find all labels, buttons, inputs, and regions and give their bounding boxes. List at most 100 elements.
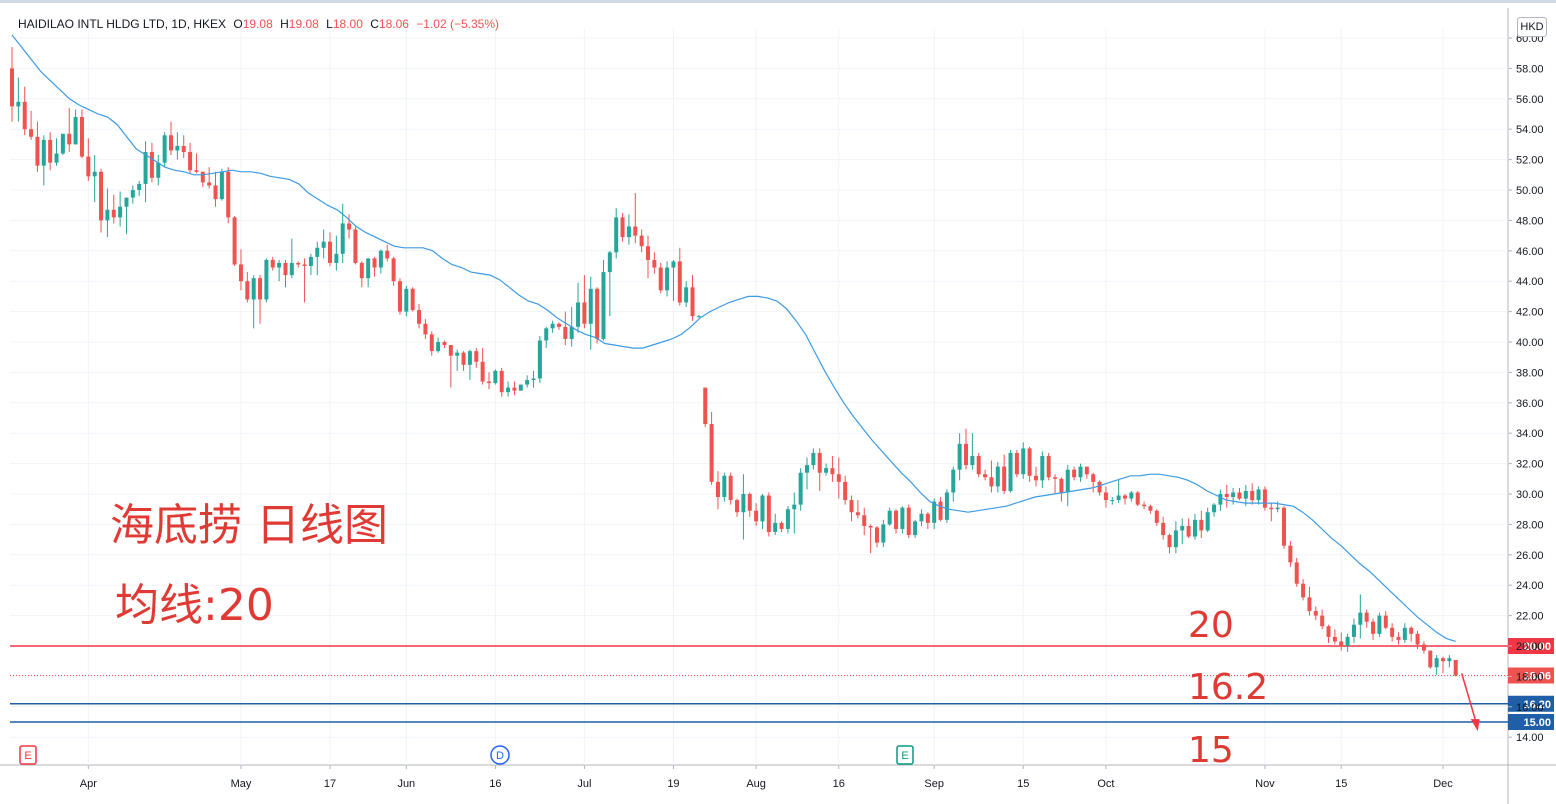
candle bbox=[1313, 606, 1318, 621]
candle-body bbox=[868, 525, 873, 528]
symbol-legend: HAIDILAO INTL HLDG LTD, 1D, HKEX O19.08 … bbox=[18, 17, 499, 31]
candle-body bbox=[73, 117, 78, 145]
candle bbox=[741, 474, 746, 540]
candle bbox=[976, 452, 981, 478]
y-tick-label: 42.00 bbox=[1516, 307, 1544, 319]
candle-body bbox=[1218, 494, 1223, 505]
candle-body bbox=[1288, 545, 1293, 563]
candle-body bbox=[1129, 492, 1134, 499]
candle bbox=[531, 370, 536, 388]
candle bbox=[1135, 490, 1140, 507]
candle bbox=[550, 320, 555, 333]
candle bbox=[137, 180, 142, 197]
candle bbox=[894, 509, 899, 534]
x-tick-label: 16 bbox=[489, 778, 501, 790]
candle bbox=[938, 497, 943, 522]
candle bbox=[588, 276, 593, 350]
candle bbox=[1345, 633, 1350, 653]
candle-body bbox=[938, 501, 943, 520]
candle-body bbox=[989, 477, 994, 487]
candle bbox=[614, 208, 619, 259]
candle bbox=[1364, 609, 1369, 628]
event-marker-earnings[interactable]: E bbox=[896, 745, 914, 765]
candle bbox=[1014, 449, 1019, 478]
candle bbox=[448, 345, 453, 388]
candle bbox=[308, 253, 313, 276]
close-label: C bbox=[370, 17, 379, 31]
candle bbox=[646, 235, 650, 279]
candle bbox=[760, 494, 765, 529]
candle bbox=[1224, 484, 1229, 508]
candle-body bbox=[1371, 621, 1376, 634]
candle-body bbox=[1135, 492, 1140, 505]
candles bbox=[10, 47, 1458, 677]
candle bbox=[785, 506, 790, 534]
event-marker-dividend[interactable]: D bbox=[490, 745, 510, 765]
candle bbox=[1307, 586, 1312, 616]
candle-body bbox=[944, 492, 949, 520]
candle bbox=[1326, 624, 1331, 643]
candle-body bbox=[1332, 636, 1337, 642]
annotation-level-20: 20 bbox=[1188, 605, 1234, 646]
candle bbox=[1148, 504, 1153, 514]
candle bbox=[67, 107, 72, 152]
candle bbox=[207, 167, 212, 189]
candle-body bbox=[1358, 612, 1363, 625]
event-marker-earnings[interactable]: E bbox=[19, 745, 37, 765]
candle bbox=[404, 285, 409, 317]
candle-body bbox=[957, 443, 962, 470]
candle-body bbox=[1186, 525, 1191, 537]
candle bbox=[728, 472, 733, 505]
horizontal-lines[interactable]: 20.00 18.06 16.20 15.00 bbox=[10, 638, 1554, 730]
candle bbox=[1282, 506, 1286, 549]
candle-body bbox=[245, 281, 250, 300]
candle bbox=[372, 256, 377, 277]
time-axis[interactable]: Apr May 17 Jun 16 Jul 19 Aug 16 Sep 15 Oct Nov 15 Dec bbox=[80, 765, 1454, 790]
candle bbox=[868, 524, 873, 554]
candle-body bbox=[334, 253, 339, 263]
candle bbox=[1072, 466, 1077, 481]
y-tick-label: 48.00 bbox=[1516, 215, 1544, 227]
currency-button[interactable]: HKD bbox=[1517, 17, 1547, 37]
open-value: 19.08 bbox=[242, 17, 273, 31]
candle-body bbox=[1345, 636, 1350, 646]
candle bbox=[35, 121, 40, 172]
candle-body bbox=[423, 323, 428, 335]
candle-body bbox=[340, 223, 345, 254]
candle-body bbox=[213, 185, 218, 200]
candle bbox=[86, 138, 91, 181]
candle bbox=[105, 188, 110, 238]
candle-body bbox=[1078, 466, 1083, 478]
candle-body bbox=[1250, 490, 1255, 501]
candle bbox=[302, 258, 307, 303]
candle-body bbox=[232, 217, 237, 265]
candle-body bbox=[1148, 506, 1153, 511]
candle-body bbox=[461, 352, 466, 365]
candle-body bbox=[1027, 448, 1032, 476]
candle-body bbox=[391, 258, 396, 282]
y-tick-label: 26.00 bbox=[1516, 550, 1544, 562]
candle bbox=[1390, 623, 1395, 642]
candle-body bbox=[175, 145, 180, 151]
price-axis[interactable]: 60.0058.0056.0054.0052.0050.0048.0046.00… bbox=[1508, 33, 1544, 744]
candle bbox=[1027, 446, 1032, 482]
x-tick-label: Dec bbox=[1433, 778, 1453, 790]
candle-body bbox=[105, 209, 110, 221]
candle-body bbox=[798, 472, 803, 505]
price-badge bbox=[1508, 695, 1554, 712]
candle-body bbox=[601, 272, 606, 339]
candle-body bbox=[1014, 452, 1019, 475]
y-tick-label: 58.00 bbox=[1516, 63, 1544, 75]
price-badge-label: 20.00 bbox=[1523, 641, 1551, 653]
candle bbox=[1142, 501, 1147, 510]
candle bbox=[1173, 521, 1178, 554]
candle-body bbox=[283, 262, 288, 276]
candle bbox=[1377, 612, 1382, 637]
candle bbox=[1116, 480, 1121, 504]
candle bbox=[1002, 454, 1007, 494]
candle-body bbox=[665, 267, 670, 291]
candle-body bbox=[1192, 519, 1197, 537]
